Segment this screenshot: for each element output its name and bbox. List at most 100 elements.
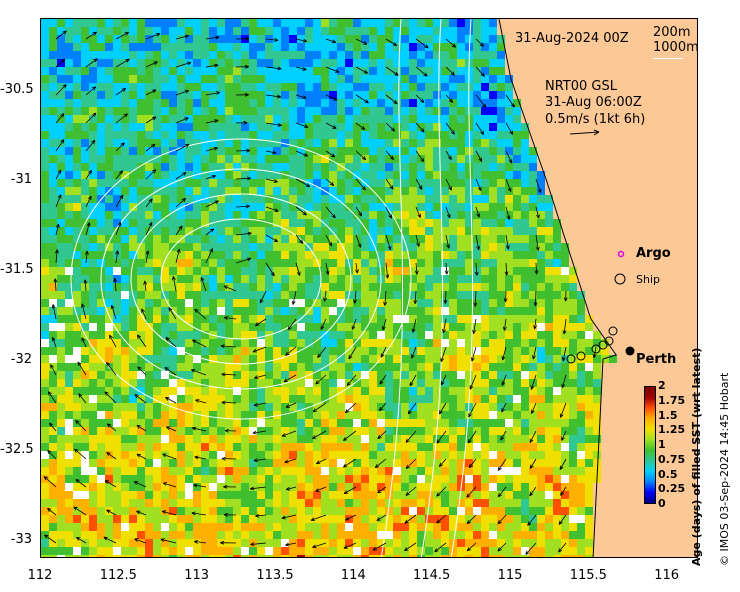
current-arrow (47, 391, 57, 404)
current-arrow (379, 374, 387, 385)
current-arrow (115, 170, 124, 180)
current-arrow (385, 94, 398, 105)
current-arrow (405, 486, 417, 496)
current-arrow (55, 84, 67, 96)
current-arrow (378, 402, 387, 412)
current-arrow (81, 303, 87, 320)
current-arrow (205, 248, 213, 264)
current-arrow (205, 119, 219, 124)
current-arrow (115, 58, 130, 68)
current-arrow (175, 61, 192, 68)
current-arrow (505, 234, 510, 250)
current-arrow (466, 542, 477, 552)
current-arrow (443, 290, 448, 304)
current-arrow (259, 290, 267, 304)
current-arrow (141, 308, 147, 320)
current-arrow (377, 430, 387, 440)
current-arrow (342, 430, 357, 441)
current-arrow (224, 428, 237, 433)
current-arrow (75, 420, 87, 432)
current-arrow (533, 290, 538, 307)
depth-contours (70, 19, 473, 557)
current-arrow (55, 223, 60, 236)
current-arrow (115, 250, 120, 264)
current-arrow (325, 38, 337, 44)
current-arrow (383, 290, 388, 306)
current-arrow (164, 367, 177, 376)
current-arrow (535, 178, 542, 194)
current-arrow (85, 139, 96, 152)
current-model-label: NRT00 GSL (545, 79, 617, 94)
current-arrow (205, 174, 217, 180)
current-arrow (47, 449, 57, 460)
current-arrow (175, 89, 190, 96)
current-arrow (415, 122, 425, 133)
current-arrow (295, 234, 304, 244)
lon-tick-label: 115 (497, 568, 523, 583)
lon-tick-label: 115.5 (569, 568, 607, 583)
current-arrow (415, 94, 425, 103)
current-arrow (559, 402, 567, 418)
lat-tick-label: -31.5 (0, 262, 34, 277)
current-arrow (175, 197, 187, 208)
current-arrow (285, 542, 297, 547)
current-arrow (43, 476, 57, 488)
current-arrow (172, 276, 177, 292)
current-arrow (505, 150, 513, 164)
current-arrow (323, 290, 327, 302)
current-arrow (51, 337, 57, 348)
credit-label: © IMOS 03-Sep-2024 14:45 Hobart (718, 372, 731, 566)
current-arrow (106, 509, 117, 516)
current-arrow (558, 514, 567, 525)
current-arrow (372, 542, 387, 551)
current-arrow (325, 122, 337, 129)
current-arrow (355, 178, 366, 191)
current-arrow (501, 374, 507, 386)
sst-age-map[interactable]: 31-Aug-2024 00Z 200m 1000m NRT00 GSL 31-… (40, 18, 698, 558)
current-arrow (81, 337, 87, 348)
current-arrow (434, 542, 447, 553)
ship-track (566, 326, 618, 364)
current-arrow (436, 430, 447, 444)
current-arrow (474, 262, 479, 276)
current-arrow (445, 206, 451, 219)
current-arrow (49, 422, 57, 432)
current-arrow (527, 514, 537, 526)
map-canvas (41, 19, 697, 557)
current-arrow (466, 486, 477, 498)
current-arrow (221, 400, 237, 405)
current-arrow (295, 94, 307, 99)
current-arrow (145, 222, 153, 236)
current-arrow (104, 391, 117, 404)
current-arrow (265, 150, 277, 155)
current-arrow (444, 262, 449, 275)
eddy-contour (100, 168, 382, 390)
current-arrow (235, 231, 252, 236)
current-arrow (160, 538, 177, 544)
current-arrow (103, 536, 117, 544)
current-arrow (346, 374, 357, 387)
current-arrow (405, 458, 417, 469)
current-arrow (265, 234, 279, 243)
current-arrow (83, 279, 88, 292)
current-arrow (74, 448, 87, 460)
argo-legend-label: Argo (636, 246, 671, 261)
ship-position-marker (576, 351, 586, 361)
current-arrow (475, 206, 480, 218)
current-arrow (529, 458, 537, 469)
current-arrow (253, 458, 267, 463)
current-arrow (407, 402, 417, 415)
eddy-contour (160, 218, 322, 340)
current-arrow (134, 394, 147, 404)
colorbar-tick-label: 0.75 (658, 452, 686, 466)
current-arrow (85, 169, 92, 180)
ship-legend-label: Ship (636, 273, 660, 286)
current-arrow (445, 94, 454, 103)
current-arrow (445, 178, 452, 191)
current-arrow (191, 339, 207, 348)
current-arrow (411, 346, 417, 359)
current-arrow (200, 277, 207, 292)
shelf-contour (380, 19, 403, 557)
current-arrow (250, 486, 267, 491)
current-arrow (312, 402, 327, 413)
